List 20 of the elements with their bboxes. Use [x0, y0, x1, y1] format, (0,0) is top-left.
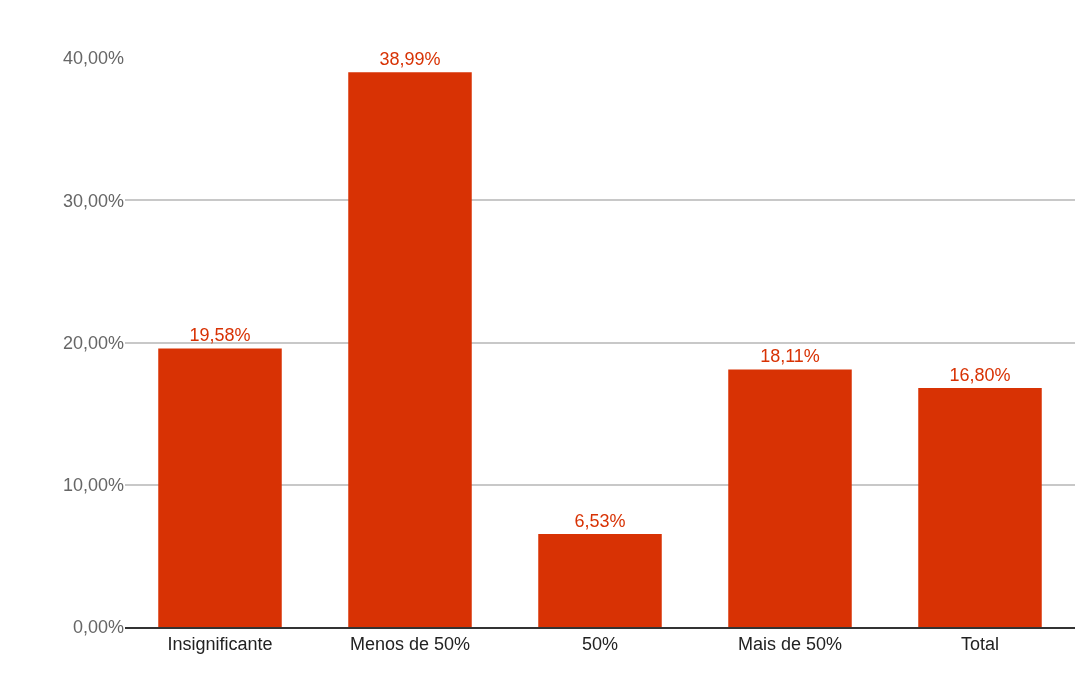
y-tick-label: 0,00% — [72, 617, 124, 638]
data-label: 18,11% — [760, 346, 820, 367]
data-label: 16,80% — [949, 365, 1011, 386]
data-label: 38,99% — [379, 49, 441, 70]
y-tick-label: 40,00% — [62, 48, 124, 69]
bar — [918, 388, 1042, 627]
x-tick-label: Menos de 50% — [349, 634, 471, 655]
bar — [348, 72, 472, 627]
bar — [158, 348, 282, 627]
bar — [538, 534, 662, 627]
x-tick-label: 50% — [581, 634, 619, 655]
y-tick-label: 30,00% — [62, 190, 124, 211]
data-label: 6,53% — [574, 511, 626, 532]
x-tick-label: Mais de 50% — [737, 634, 843, 655]
y-tick-label: 20,00% — [62, 332, 124, 353]
y-tick-label: 10,00% — [62, 475, 124, 496]
bar — [728, 369, 852, 627]
x-tick-label: Insignificante — [167, 634, 273, 655]
x-tick-label: Total — [960, 634, 1000, 655]
data-label: 19,58% — [189, 325, 251, 346]
